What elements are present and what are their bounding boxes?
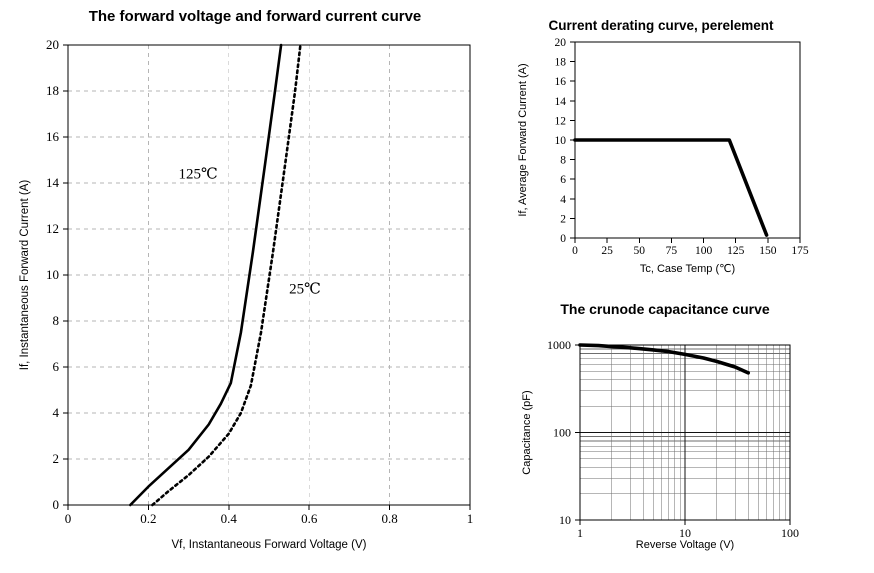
x-tick-label: 0	[65, 511, 72, 526]
x-tick-label: 175	[791, 245, 809, 257]
derating-chart-plot: 0 25 50 75 100 125 150 175 0 2 4 6 8 10 12 14 16 18 20 Tc, …	[517, 37, 809, 275]
forward-voltage-chart-section: The forward voltage and forward current …	[19, 8, 474, 551]
y-tick-label: 10	[555, 135, 567, 147]
y-tick-label: 14	[46, 175, 60, 190]
series-capacitance-line	[578, 343, 750, 375]
series-derating-line	[573, 138, 769, 237]
x-axis-label: Vf, Instantaneous Forward Voltage (V)	[172, 539, 367, 551]
x-tick-label: 0	[572, 245, 578, 257]
x-tick-label: 100	[695, 245, 713, 257]
series-25C-line	[151, 43, 302, 507]
derating-chart-title: Current derating curve, perelement	[548, 18, 774, 33]
series-annotation: 25℃	[289, 281, 321, 297]
y-tick-label: 12	[555, 115, 567, 127]
y-tick-label: 100	[553, 426, 571, 440]
series-125C-line	[129, 43, 283, 507]
y-tick-label: 8	[53, 313, 60, 328]
y-tick-label: 4	[560, 194, 566, 206]
y-tick-label: 20	[555, 37, 567, 49]
capacitance-chart-plot: 1 10 100 10 100 1000 Reverse Voltage (V) Capaci…	[521, 338, 799, 551]
x-tick-label: 50	[634, 245, 646, 257]
y-axis-label: If, Average Forward Current (A)	[517, 63, 529, 216]
y-tick-label: 18	[555, 57, 567, 69]
x-tick-label: 1	[577, 526, 583, 540]
x-axis-label: Tc, Case Temp (℃)	[640, 263, 735, 275]
series-annotation: 125℃	[179, 166, 218, 182]
capacitance-chart-section: The crunode capacitance curve 1 10 100 10 10…	[500, 295, 874, 573]
capacitance-chart-title: The crunode capacitance curve	[560, 301, 770, 317]
y-tick-label: 16	[46, 129, 60, 144]
x-tick-label: 1	[467, 511, 474, 526]
y-tick-label: 10	[559, 513, 571, 527]
x-tick-label: 100	[781, 526, 799, 540]
x-tick-label: 0.6	[301, 511, 318, 526]
y-tick-label: 14	[555, 96, 567, 108]
y-tick-label: 2	[560, 213, 566, 225]
x-axis-label: Reverse Voltage (V)	[636, 539, 734, 551]
y-tick-label: 4	[53, 405, 60, 420]
y-tick-label: 16	[555, 76, 567, 88]
y-axis-label: If, Instantaneous Forward Current (A)	[19, 180, 31, 371]
y-tick-label: 1000	[547, 338, 571, 352]
y-tick-label: 18	[46, 83, 59, 98]
x-tick-label: 0.8	[381, 511, 397, 526]
y-tick-label: 0	[560, 233, 566, 245]
y-tick-label: 6	[53, 359, 60, 374]
y-tick-label: 8	[560, 155, 566, 167]
forward-chart-plot: 0 0.2 0.4 0.6 0.8 102468101214161820125℃25℃Vf…	[19, 37, 474, 551]
x-tick-label: 150	[759, 245, 777, 257]
y-axis-label: Capacitance (pF)	[521, 390, 533, 474]
y-tick-label: 2	[53, 451, 60, 466]
y-tick-label: 20	[46, 37, 59, 52]
y-tick-label: 0	[53, 497, 60, 512]
y-tick-label: 12	[46, 221, 59, 236]
x-tick-label: 125	[727, 245, 745, 257]
forward-chart-title: The forward voltage and forward current …	[88, 8, 422, 25]
x-tick-label: 0.2	[140, 511, 156, 526]
x-tick-label: 75	[666, 245, 678, 257]
x-tick-label: 10	[679, 526, 691, 540]
y-tick-label: 10	[46, 267, 59, 282]
derating-chart-section: Current derating curve, perelement 0 25 50…	[500, 0, 874, 300]
y-tick-label: 6	[560, 174, 566, 186]
x-tick-label: 25	[601, 245, 613, 257]
x-tick-label: 0.4	[221, 511, 238, 526]
